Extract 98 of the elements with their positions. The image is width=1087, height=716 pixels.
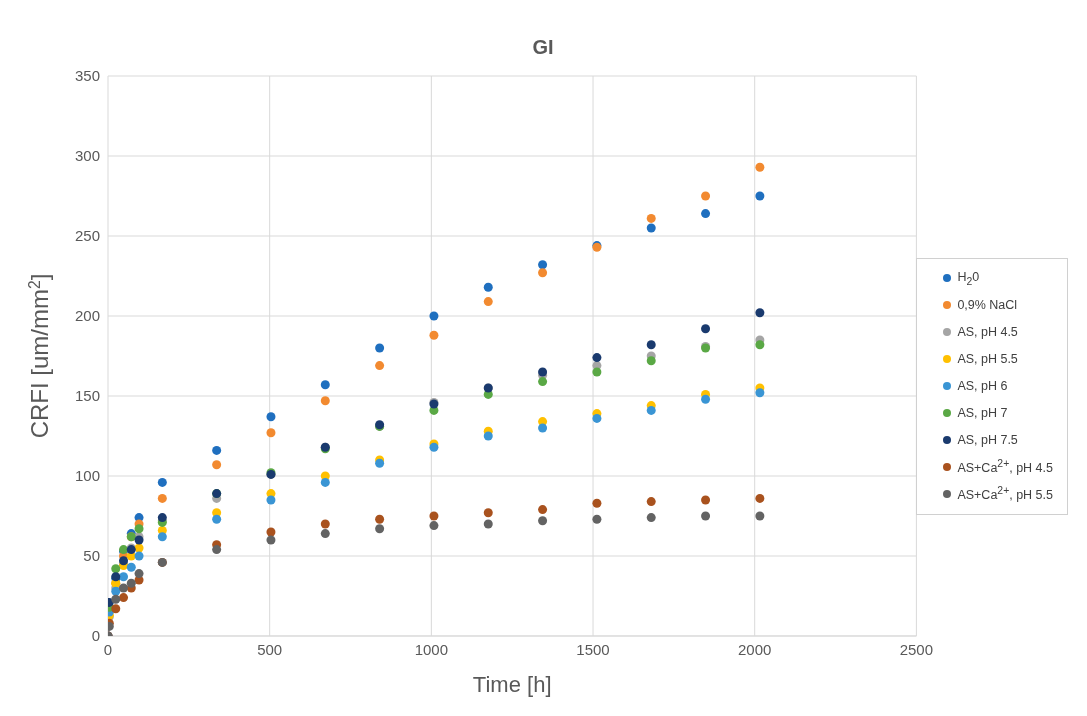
- point: [134, 524, 144, 534]
- point: [429, 330, 439, 340]
- point: [119, 583, 129, 593]
- x-tick-label: 500: [257, 640, 283, 658]
- legend-label: AS, pH 7: [957, 406, 1008, 420]
- point: [375, 514, 385, 524]
- point: [375, 343, 385, 353]
- point: [375, 524, 385, 534]
- legend-label: AS, pH 4.5: [957, 325, 1018, 339]
- point: [538, 268, 548, 278]
- point: [755, 388, 765, 398]
- point: [429, 521, 439, 531]
- point: [592, 353, 602, 363]
- point: [646, 213, 656, 223]
- x-tick-label: 0: [103, 640, 113, 658]
- point: [755, 308, 765, 318]
- point: [592, 514, 602, 524]
- point: [646, 497, 656, 507]
- point: [320, 477, 330, 487]
- point: [701, 495, 711, 505]
- point: [483, 282, 493, 292]
- point: [646, 340, 656, 350]
- point: [701, 191, 711, 201]
- point: [134, 543, 144, 553]
- point: [320, 519, 330, 529]
- point: [483, 508, 493, 518]
- chart-title: GI: [531, 35, 555, 60]
- y-tick-label: 150: [74, 387, 100, 405]
- point: [134, 551, 144, 561]
- point: [755, 511, 765, 521]
- point: [483, 431, 493, 441]
- y-tick-label: 350: [74, 67, 100, 85]
- legend-label: AS, pH 6: [957, 379, 1008, 393]
- point: [646, 223, 656, 233]
- point: [538, 505, 548, 515]
- point: [134, 569, 144, 579]
- point: [111, 604, 121, 614]
- point: [646, 405, 656, 415]
- point: [266, 527, 276, 537]
- point: [111, 594, 121, 604]
- point: [592, 498, 602, 508]
- point: [483, 519, 493, 529]
- point: [119, 572, 129, 582]
- y-tick-label: 100: [74, 467, 100, 485]
- point: [320, 529, 330, 539]
- point: [483, 297, 493, 307]
- point: [701, 394, 711, 404]
- x-axis-title: Time [h]: [472, 672, 552, 697]
- point: [320, 396, 330, 406]
- point: [755, 162, 765, 172]
- y-tick-label: 250: [74, 227, 100, 245]
- point: [126, 562, 136, 572]
- point: [266, 412, 276, 422]
- point: [157, 493, 167, 503]
- point: [538, 377, 548, 387]
- point: [212, 460, 222, 470]
- y-tick-label: 0: [91, 627, 100, 645]
- point: [320, 380, 330, 390]
- x-tick-label: 2500: [899, 640, 934, 658]
- point: [266, 495, 276, 505]
- legend-label: 0,9% NaCl: [957, 298, 1018, 312]
- legend-label: AS, pH 7.5: [957, 433, 1018, 447]
- point: [646, 356, 656, 366]
- point: [701, 209, 711, 219]
- point: [755, 191, 765, 201]
- y-tick-label: 300: [74, 147, 100, 165]
- legend-label: H$_{2}$0: [957, 269, 980, 287]
- point: [592, 367, 602, 377]
- y-tick-label: 200: [74, 307, 100, 325]
- point: [266, 535, 276, 545]
- point: [429, 511, 439, 521]
- legend-label: AS, pH 5.5: [957, 352, 1018, 366]
- point: [755, 493, 765, 503]
- point: [755, 340, 765, 350]
- point: [157, 532, 167, 542]
- point: [646, 513, 656, 523]
- point: [701, 324, 711, 334]
- point: [157, 477, 167, 487]
- point: [126, 578, 136, 588]
- point: [212, 545, 222, 555]
- point: [701, 511, 711, 521]
- point: [266, 428, 276, 438]
- x-tick-label: 1500: [576, 640, 610, 658]
- point: [592, 413, 602, 423]
- point: [111, 564, 121, 574]
- point: [429, 311, 439, 321]
- point: [538, 516, 548, 526]
- x-tick-label: 1000: [414, 640, 449, 658]
- y-tick-label: 50: [83, 547, 100, 565]
- point: [212, 514, 222, 524]
- point: [212, 445, 222, 455]
- point: [538, 423, 548, 433]
- point: [119, 593, 129, 603]
- point: [538, 260, 548, 270]
- legend-label: AS+Ca$^{2+}$, pH 4.5: [957, 458, 1053, 476]
- point: [375, 361, 385, 371]
- x-tick-label: 2000: [738, 640, 772, 658]
- legend-label: AS+Ca$^{2+}$, pH 5.5: [957, 485, 1053, 503]
